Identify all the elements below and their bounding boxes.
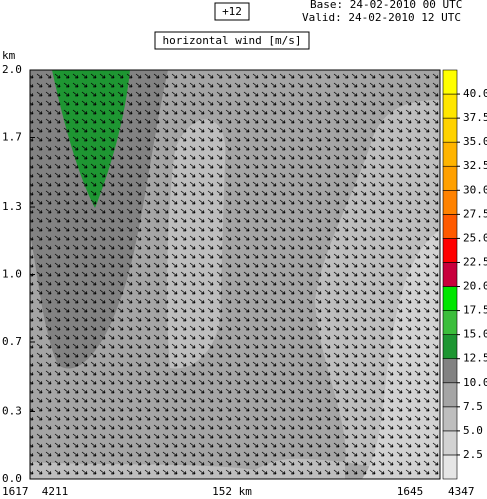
colorbar-box xyxy=(442,141,458,167)
y-axis-label: km xyxy=(2,49,16,62)
colorbar-label: 27.5 xyxy=(463,207,487,220)
colorbar-label: 17.5 xyxy=(463,304,487,317)
y-tick-label: 1.3 xyxy=(2,200,22,213)
y-tick-label: 0.7 xyxy=(2,335,22,348)
y-tick-label: 1.0 xyxy=(2,268,22,281)
colorbar-label: 7.5 xyxy=(463,400,483,413)
colorbar-label: 30.0 xyxy=(463,183,487,196)
step-box xyxy=(214,2,250,21)
x-label: 152 km xyxy=(212,485,252,498)
colorbar-label: 25.0 xyxy=(463,231,487,244)
colorbar-box xyxy=(442,69,458,95)
colorbar-box xyxy=(442,238,458,263)
title-box xyxy=(154,31,310,50)
x-label: 1617 xyxy=(2,485,29,498)
wind-arrows xyxy=(30,70,440,479)
colorbar-label: 2.5 xyxy=(463,448,483,461)
colorbar-box xyxy=(442,310,458,335)
colorbar-label: 35.0 xyxy=(463,135,487,148)
colorbar-box xyxy=(442,189,458,215)
colorbar-box xyxy=(442,382,458,408)
colorbar-box xyxy=(442,358,458,384)
colorbar-box xyxy=(442,406,458,432)
colorbar-label: 15.0 xyxy=(463,328,487,341)
y-tick-label: 0.3 xyxy=(2,405,22,418)
colorbar-box xyxy=(442,93,458,119)
colorbar-label: 37.5 xyxy=(463,111,487,124)
plot-area xyxy=(30,70,440,479)
forecast-step: +12 xyxy=(222,5,242,18)
colorbar-box xyxy=(442,286,458,311)
colorbar-label: 22.5 xyxy=(463,255,487,268)
y-tick-label: 1.7 xyxy=(2,130,22,143)
colorbar-label: 20.0 xyxy=(463,280,487,293)
colorbar-label: 5.0 xyxy=(463,424,483,437)
colorbar-label: 32.5 xyxy=(463,159,487,172)
colorbar-label: 10.0 xyxy=(463,376,487,389)
colorbar-label: 40.0 xyxy=(463,87,487,100)
colorbar-label: 12.5 xyxy=(463,352,487,365)
colorbar-box xyxy=(442,214,458,239)
x-label: 4347 xyxy=(448,485,475,498)
colorbar-box xyxy=(442,165,458,191)
colorbar-box xyxy=(442,430,458,456)
valid-time: Valid: 24-02-2010 12 UTC xyxy=(302,11,461,24)
colorbar-box xyxy=(442,262,458,287)
x-label: 4211 xyxy=(42,485,69,498)
y-tick-label: 2.0 xyxy=(2,63,22,76)
base-time: Base: 24-02-2010 00 UTC xyxy=(310,0,462,11)
colorbar-box xyxy=(442,117,458,143)
colorbar-box xyxy=(442,454,458,480)
colorbar-box xyxy=(442,334,458,360)
y-tick-label: 0.0 xyxy=(2,472,22,485)
chart-title: horizontal wind [m/s] xyxy=(162,34,301,47)
x-label: 1645 xyxy=(397,485,424,498)
